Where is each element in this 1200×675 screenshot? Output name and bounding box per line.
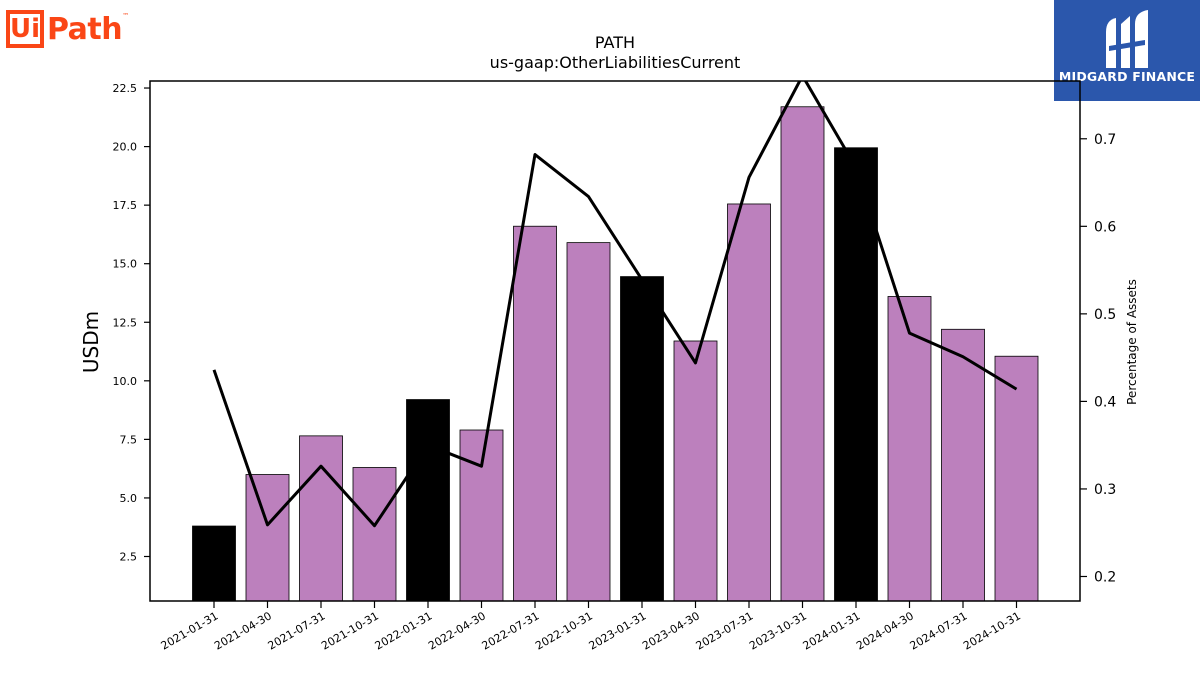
uipath-logo-box: Ui <box>6 10 44 48</box>
plot-frame <box>149 80 1081 602</box>
bar-2021-04-30 <box>245 474 290 602</box>
bar-2021-10-31 <box>352 467 397 602</box>
trademark-mark: ™ <box>122 12 130 20</box>
x-tick-label: 2024-01-31 <box>801 609 863 652</box>
bar-2024-01-31 <box>834 147 878 602</box>
midgard-logo-icon <box>1106 10 1148 68</box>
bar-2022-04-30 <box>459 429 504 602</box>
midgard-logo-text: MIDGARD FINANCE <box>1058 69 1196 84</box>
y2-tick-label: 0.4 <box>1094 394 1116 410</box>
y2-tick-label: 0.7 <box>1094 132 1116 148</box>
x-tick-label: 2021-07-31 <box>266 609 328 652</box>
y-tick-label: 5.0 <box>120 492 138 505</box>
x-tick-label: 2023-01-31 <box>587 609 649 652</box>
x-tick-label: 2022-04-30 <box>426 609 488 652</box>
y2-tick-label: 0.2 <box>1094 569 1116 585</box>
x-tick-label: 2023-04-30 <box>640 609 702 652</box>
y-tick-label: 10.0 <box>113 375 138 388</box>
x-tick-label: 2021-01-31 <box>159 609 221 652</box>
line-series <box>212 81 1018 528</box>
uipath-logo-text: Path <box>47 11 123 47</box>
y-tick-label: 20.0 <box>113 141 138 154</box>
x-tick-label: 2022-01-31 <box>373 609 435 652</box>
bar-2022-07-31 <box>513 225 557 602</box>
bar-2024-04-30 <box>887 296 932 602</box>
y2-axis-label: Percentage of Assets <box>1125 279 1139 405</box>
bar-2022-10-31 <box>566 242 611 602</box>
y-tick-label: 22.5 <box>113 82 138 95</box>
bar-2021-07-31 <box>299 435 343 602</box>
y2-tick-label: 0.6 <box>1094 219 1116 235</box>
x-tick-label: 2021-10-31 <box>319 609 381 652</box>
x-tick-label: 2021-04-30 <box>212 609 274 652</box>
x-tick-label: 2023-07-31 <box>694 609 756 652</box>
x-tick-label: 2024-07-31 <box>908 609 970 652</box>
y-tick-label: 15.0 <box>113 258 138 271</box>
bar-2024-07-31 <box>941 328 985 602</box>
x-tick-label: 2022-10-31 <box>533 609 595 652</box>
bar-2022-01-31 <box>406 399 450 602</box>
bar-2021-01-31 <box>192 525 236 602</box>
uipath-logo: Ui Path ™ <box>6 6 129 52</box>
bar-series <box>192 106 1039 602</box>
chart-subtitle: us-gaap:OtherLiabilitiesCurrent <box>490 53 741 72</box>
bar-2023-10-31 <box>780 106 825 602</box>
y-tick-label: 2.5 <box>120 550 138 563</box>
bar-2023-07-31 <box>727 203 771 602</box>
x-tick-label: 2024-04-30 <box>854 609 916 652</box>
y2-tick-label: 0.5 <box>1094 307 1116 323</box>
y-tick-label: 12.5 <box>113 316 138 329</box>
y-tick-label: 7.5 <box>120 433 138 446</box>
midgard-finance-logo: MIDGARD FINANCE <box>1054 0 1200 101</box>
x-tick-label: 2024-10-31 <box>961 609 1023 652</box>
x-tick-label: 2023-10-31 <box>747 609 809 652</box>
x-tick-label: 2022-07-31 <box>480 609 542 652</box>
percentage-line <box>212 81 1018 528</box>
chart-title: PATH <box>595 33 635 52</box>
bar-2023-04-30 <box>673 340 718 602</box>
y2-tick-label: 0.3 <box>1094 482 1116 498</box>
bar-2024-10-31 <box>994 355 1039 602</box>
y-axis-label: USDm <box>79 311 103 373</box>
bar-2023-01-31 <box>620 276 664 602</box>
y-tick-label: 17.5 <box>113 199 138 212</box>
